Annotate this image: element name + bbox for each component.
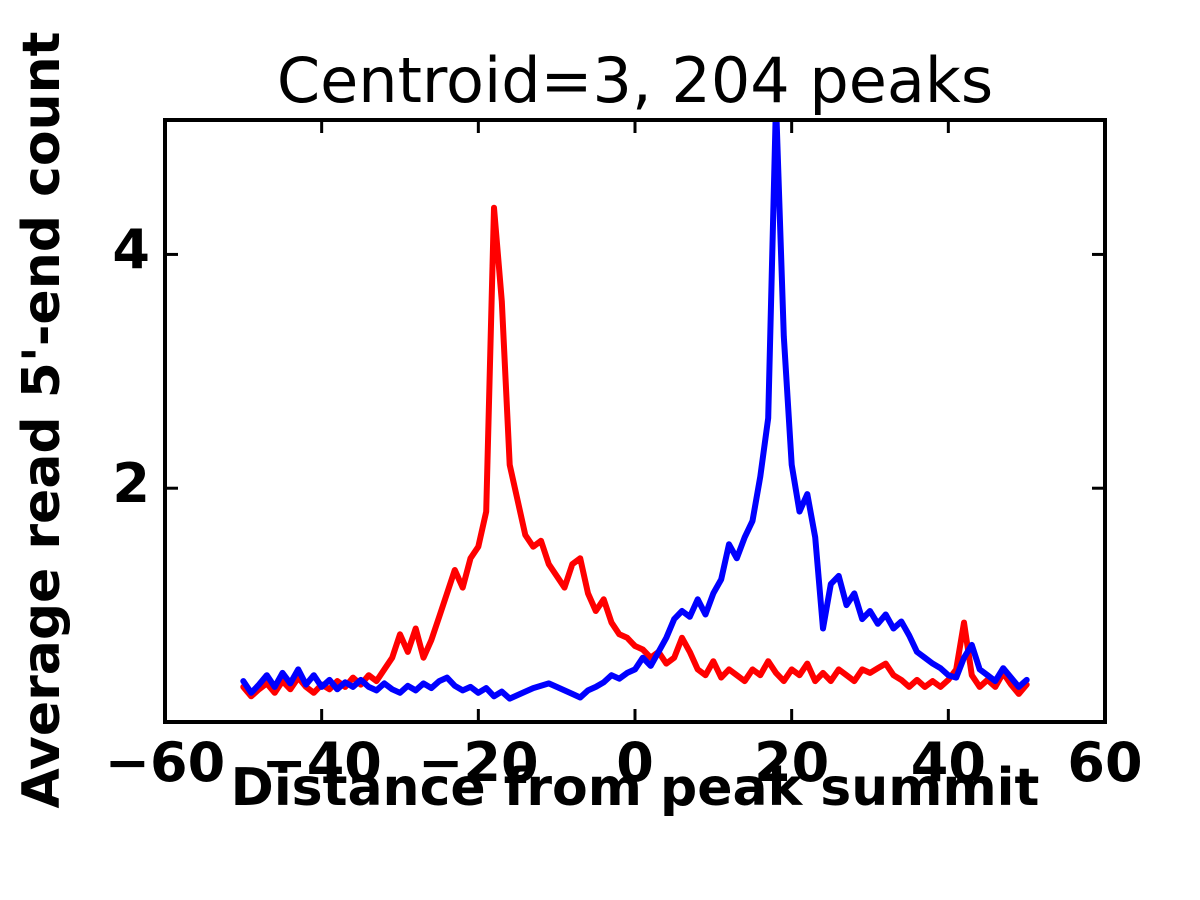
x-tick-label: 40 xyxy=(910,731,986,794)
y-tick-label: 4 xyxy=(112,218,150,282)
red-line xyxy=(240,204,1030,700)
axes-spines xyxy=(163,118,1107,724)
chart-title: Centroid=3, 204 peaks xyxy=(276,44,994,117)
x-tick-label: 60 xyxy=(1067,731,1143,794)
x-tick-label: −40 xyxy=(261,731,382,794)
x-tick-label: −20 xyxy=(418,731,539,794)
blue-line xyxy=(240,120,1030,702)
x-axis-label: Distance from peak summit xyxy=(230,758,1040,818)
x-tick-label: 0 xyxy=(616,731,654,794)
y-tick-label: 2 xyxy=(112,452,150,516)
x-tick-label: 20 xyxy=(754,731,830,794)
x-tick-label: −60 xyxy=(104,731,226,794)
